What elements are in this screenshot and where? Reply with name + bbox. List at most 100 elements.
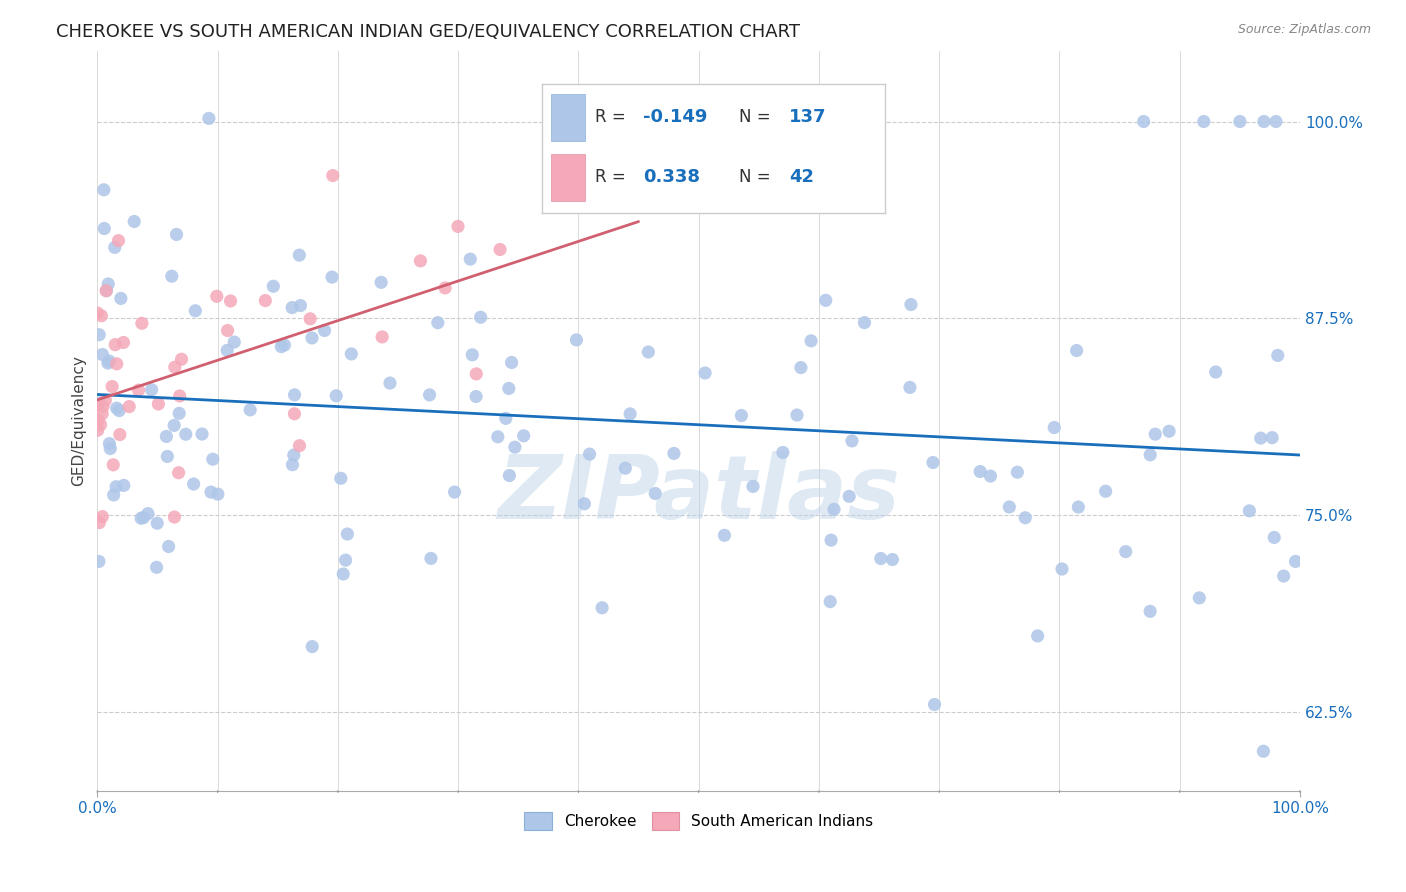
Point xyxy=(486,430,509,444)
Point xyxy=(461,348,484,362)
Point xyxy=(1253,744,1275,758)
Point xyxy=(589,194,612,208)
Point xyxy=(447,219,470,234)
Point xyxy=(98,354,121,368)
Point xyxy=(101,379,124,393)
Point xyxy=(998,500,1021,514)
Point xyxy=(104,337,127,351)
Point xyxy=(1265,114,1288,128)
Point xyxy=(1250,431,1272,445)
Point xyxy=(325,389,347,403)
Point xyxy=(219,293,242,308)
Point xyxy=(112,478,135,492)
Point xyxy=(191,427,214,442)
Point xyxy=(89,516,111,530)
Point xyxy=(96,284,118,298)
Point xyxy=(91,509,114,524)
Point xyxy=(107,234,129,248)
Point xyxy=(335,553,357,567)
Point xyxy=(637,345,659,359)
Point xyxy=(217,324,239,338)
Point xyxy=(281,458,304,472)
Point xyxy=(969,465,991,479)
Point xyxy=(1263,531,1285,545)
Point xyxy=(742,479,765,493)
Point xyxy=(1066,343,1088,358)
Point xyxy=(94,393,117,408)
Point xyxy=(86,399,108,413)
Point xyxy=(290,299,312,313)
Point xyxy=(301,640,323,654)
Point xyxy=(730,409,752,423)
Point xyxy=(198,112,221,126)
Point xyxy=(129,511,152,525)
Point xyxy=(420,551,443,566)
Point xyxy=(314,324,336,338)
Point xyxy=(814,293,837,308)
Point xyxy=(1132,114,1154,128)
Point xyxy=(898,380,921,394)
Point xyxy=(900,297,922,311)
Point xyxy=(614,461,637,475)
Point xyxy=(169,389,191,403)
Point xyxy=(163,360,186,375)
Point xyxy=(86,306,108,320)
Point xyxy=(136,507,159,521)
Point xyxy=(122,214,145,228)
Point xyxy=(489,243,512,257)
Point xyxy=(1284,554,1306,568)
Point xyxy=(1115,544,1137,558)
Point xyxy=(1272,569,1295,583)
Point xyxy=(91,347,114,361)
Point xyxy=(118,400,141,414)
Point xyxy=(370,276,392,290)
Point xyxy=(163,418,186,433)
Point xyxy=(96,284,118,298)
Point xyxy=(498,381,520,395)
Point xyxy=(693,366,716,380)
Point xyxy=(619,407,641,421)
Point xyxy=(200,485,222,500)
Point xyxy=(1144,427,1167,442)
Point xyxy=(786,408,808,422)
Point xyxy=(336,527,359,541)
Point xyxy=(322,169,344,183)
Point xyxy=(329,471,352,485)
Point xyxy=(591,600,613,615)
Point xyxy=(160,269,183,284)
Point xyxy=(273,338,295,352)
Point xyxy=(841,434,863,448)
Point xyxy=(104,240,127,254)
Point xyxy=(98,442,121,456)
Point xyxy=(818,594,841,608)
Point xyxy=(184,303,207,318)
Point xyxy=(90,309,112,323)
Point xyxy=(1229,114,1251,128)
Point xyxy=(1267,348,1289,362)
Text: CHEROKEE VS SOUTH AMERICAN INDIAN GED/EQUIVALENCY CORRELATION CHART: CHEROKEE VS SOUTH AMERICAN INDIAN GED/EQ… xyxy=(56,23,800,41)
Point xyxy=(820,533,842,548)
Point xyxy=(86,423,108,437)
Point xyxy=(87,396,110,410)
Point xyxy=(565,333,588,347)
Point xyxy=(882,552,904,566)
Point xyxy=(97,277,120,291)
Point xyxy=(823,502,845,516)
Point xyxy=(662,446,685,460)
Point xyxy=(91,400,114,414)
Point xyxy=(157,540,180,554)
Point xyxy=(105,401,128,416)
Point xyxy=(1159,424,1181,438)
Point xyxy=(1094,484,1116,499)
Point xyxy=(166,227,188,242)
Point xyxy=(239,403,262,417)
Point xyxy=(98,436,121,450)
Point xyxy=(205,289,228,303)
Point xyxy=(103,458,125,472)
Point xyxy=(146,516,169,531)
Point xyxy=(103,488,125,502)
Point xyxy=(574,497,596,511)
Point xyxy=(498,468,520,483)
Point xyxy=(108,427,131,442)
Point xyxy=(301,331,323,345)
